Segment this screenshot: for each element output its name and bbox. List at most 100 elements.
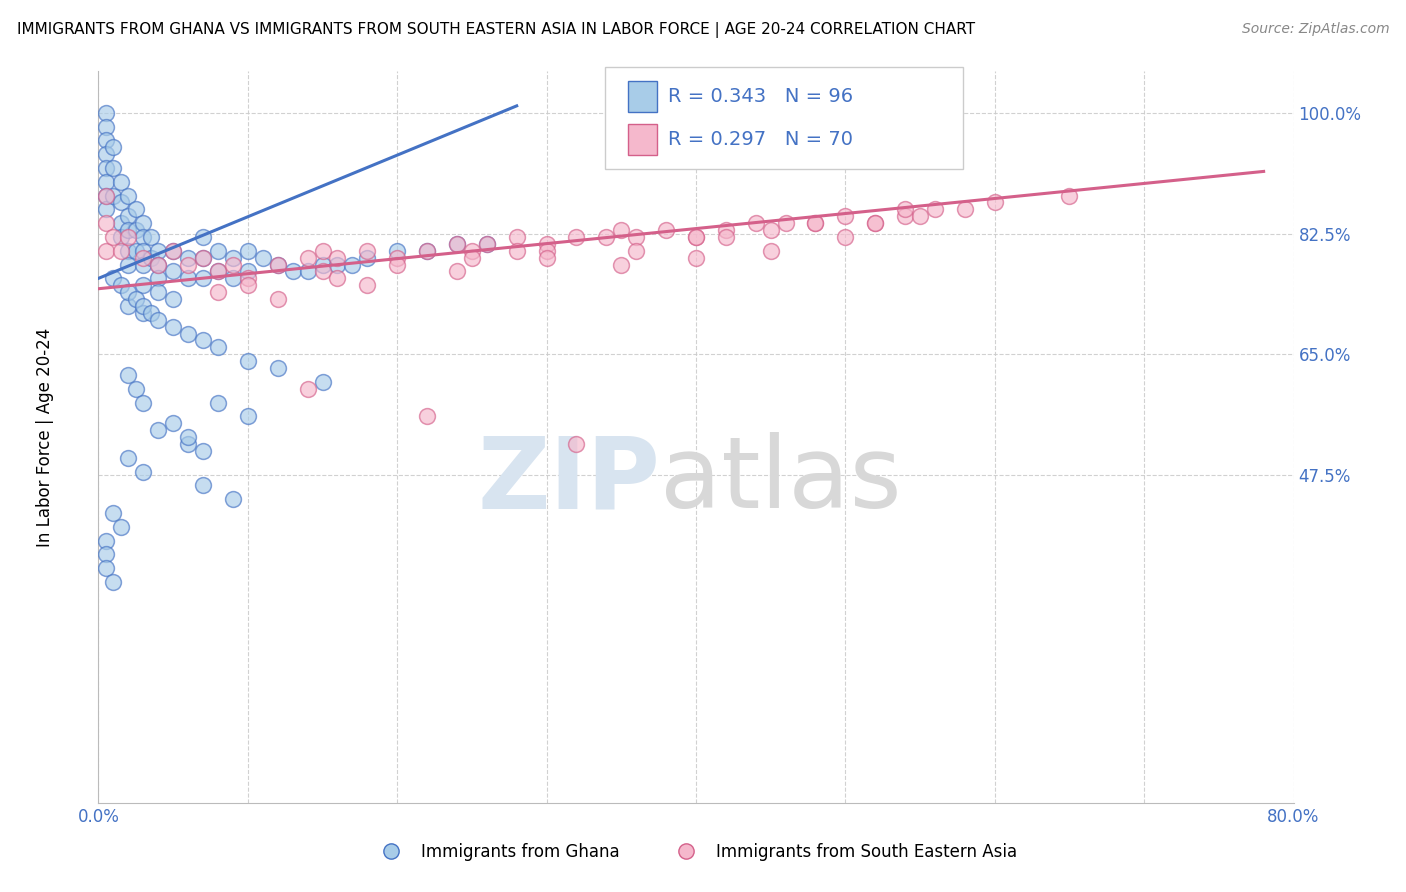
Point: [148, 271, 170, 285]
Point: [125, 202, 148, 217]
Point: [759, 223, 782, 237]
Point: [94, 548, 117, 562]
Point: [207, 264, 229, 278]
Point: [177, 430, 200, 444]
Point: [103, 271, 125, 285]
Point: [162, 244, 184, 258]
Point: [595, 230, 617, 244]
Point: [536, 236, 558, 251]
Point: [311, 375, 333, 389]
Point: [110, 244, 132, 258]
Point: [94, 120, 117, 134]
Point: [125, 382, 148, 396]
Point: [267, 258, 290, 272]
Point: [894, 209, 917, 223]
Text: IMMIGRANTS FROM GHANA VS IMMIGRANTS FROM SOUTH EASTERN ASIA IN LABOR FORCE | AGE: IMMIGRANTS FROM GHANA VS IMMIGRANTS FROM…: [17, 22, 974, 38]
Point: [191, 443, 214, 458]
Point: [103, 140, 125, 154]
Point: [117, 450, 139, 465]
Point: [416, 244, 439, 258]
Point: [222, 258, 245, 272]
Point: [132, 258, 155, 272]
Point: [177, 271, 200, 285]
Point: [132, 465, 155, 479]
Point: [1059, 188, 1081, 202]
Point: [297, 251, 319, 265]
Point: [297, 264, 319, 278]
Point: [110, 278, 132, 293]
Point: [745, 216, 768, 230]
Point: [207, 395, 229, 409]
Point: [191, 230, 214, 244]
Point: [191, 271, 214, 285]
Point: [132, 244, 155, 258]
Point: [139, 251, 162, 265]
Point: [110, 195, 132, 210]
Point: [685, 230, 707, 244]
Point: [326, 251, 349, 265]
Point: [685, 230, 707, 244]
Text: ZIP: ZIP: [477, 433, 661, 530]
Point: [103, 161, 125, 175]
Point: [117, 299, 139, 313]
Point: [132, 216, 155, 230]
Point: [110, 230, 132, 244]
Point: [162, 417, 184, 431]
Point: [103, 230, 125, 244]
Point: [326, 258, 349, 272]
Point: [191, 251, 214, 265]
Point: [117, 188, 139, 202]
Point: [94, 133, 117, 147]
Point: [117, 368, 139, 382]
Point: [565, 437, 588, 451]
Point: [385, 258, 409, 272]
Point: [191, 478, 214, 492]
Point: [222, 492, 245, 507]
Point: [565, 230, 588, 244]
Point: [236, 271, 259, 285]
Point: [110, 520, 132, 534]
Point: [252, 251, 274, 265]
Point: [236, 278, 259, 293]
Point: [311, 258, 333, 272]
Point: [804, 216, 827, 230]
Point: [132, 278, 155, 293]
Point: [222, 271, 245, 285]
Point: [117, 244, 139, 258]
Point: [94, 147, 117, 161]
Point: [148, 244, 170, 258]
Point: [177, 251, 200, 265]
Point: [311, 244, 333, 258]
Point: [132, 306, 155, 320]
Point: [610, 258, 633, 272]
Point: [506, 230, 529, 244]
Text: R = 0.297   N = 70: R = 0.297 N = 70: [668, 130, 853, 149]
Point: [103, 506, 125, 520]
Point: [953, 202, 976, 217]
Point: [103, 574, 125, 589]
Point: [924, 202, 946, 217]
Point: [94, 533, 117, 548]
Point: [297, 382, 319, 396]
Point: [475, 236, 498, 251]
Point: [117, 258, 139, 272]
Point: [117, 285, 139, 300]
Point: [207, 340, 229, 354]
Point: [177, 258, 200, 272]
Point: [475, 236, 498, 251]
Point: [94, 561, 117, 575]
Point: [236, 354, 259, 368]
Point: [94, 188, 117, 202]
Point: [267, 258, 290, 272]
Point: [446, 236, 468, 251]
Point: [139, 306, 162, 320]
Point: [759, 244, 782, 258]
Point: [139, 230, 162, 244]
Point: [132, 230, 155, 244]
Point: [461, 244, 484, 258]
Point: [236, 264, 259, 278]
Point: [117, 230, 139, 244]
Point: [236, 409, 259, 424]
Point: [125, 244, 148, 258]
Point: [162, 264, 184, 278]
